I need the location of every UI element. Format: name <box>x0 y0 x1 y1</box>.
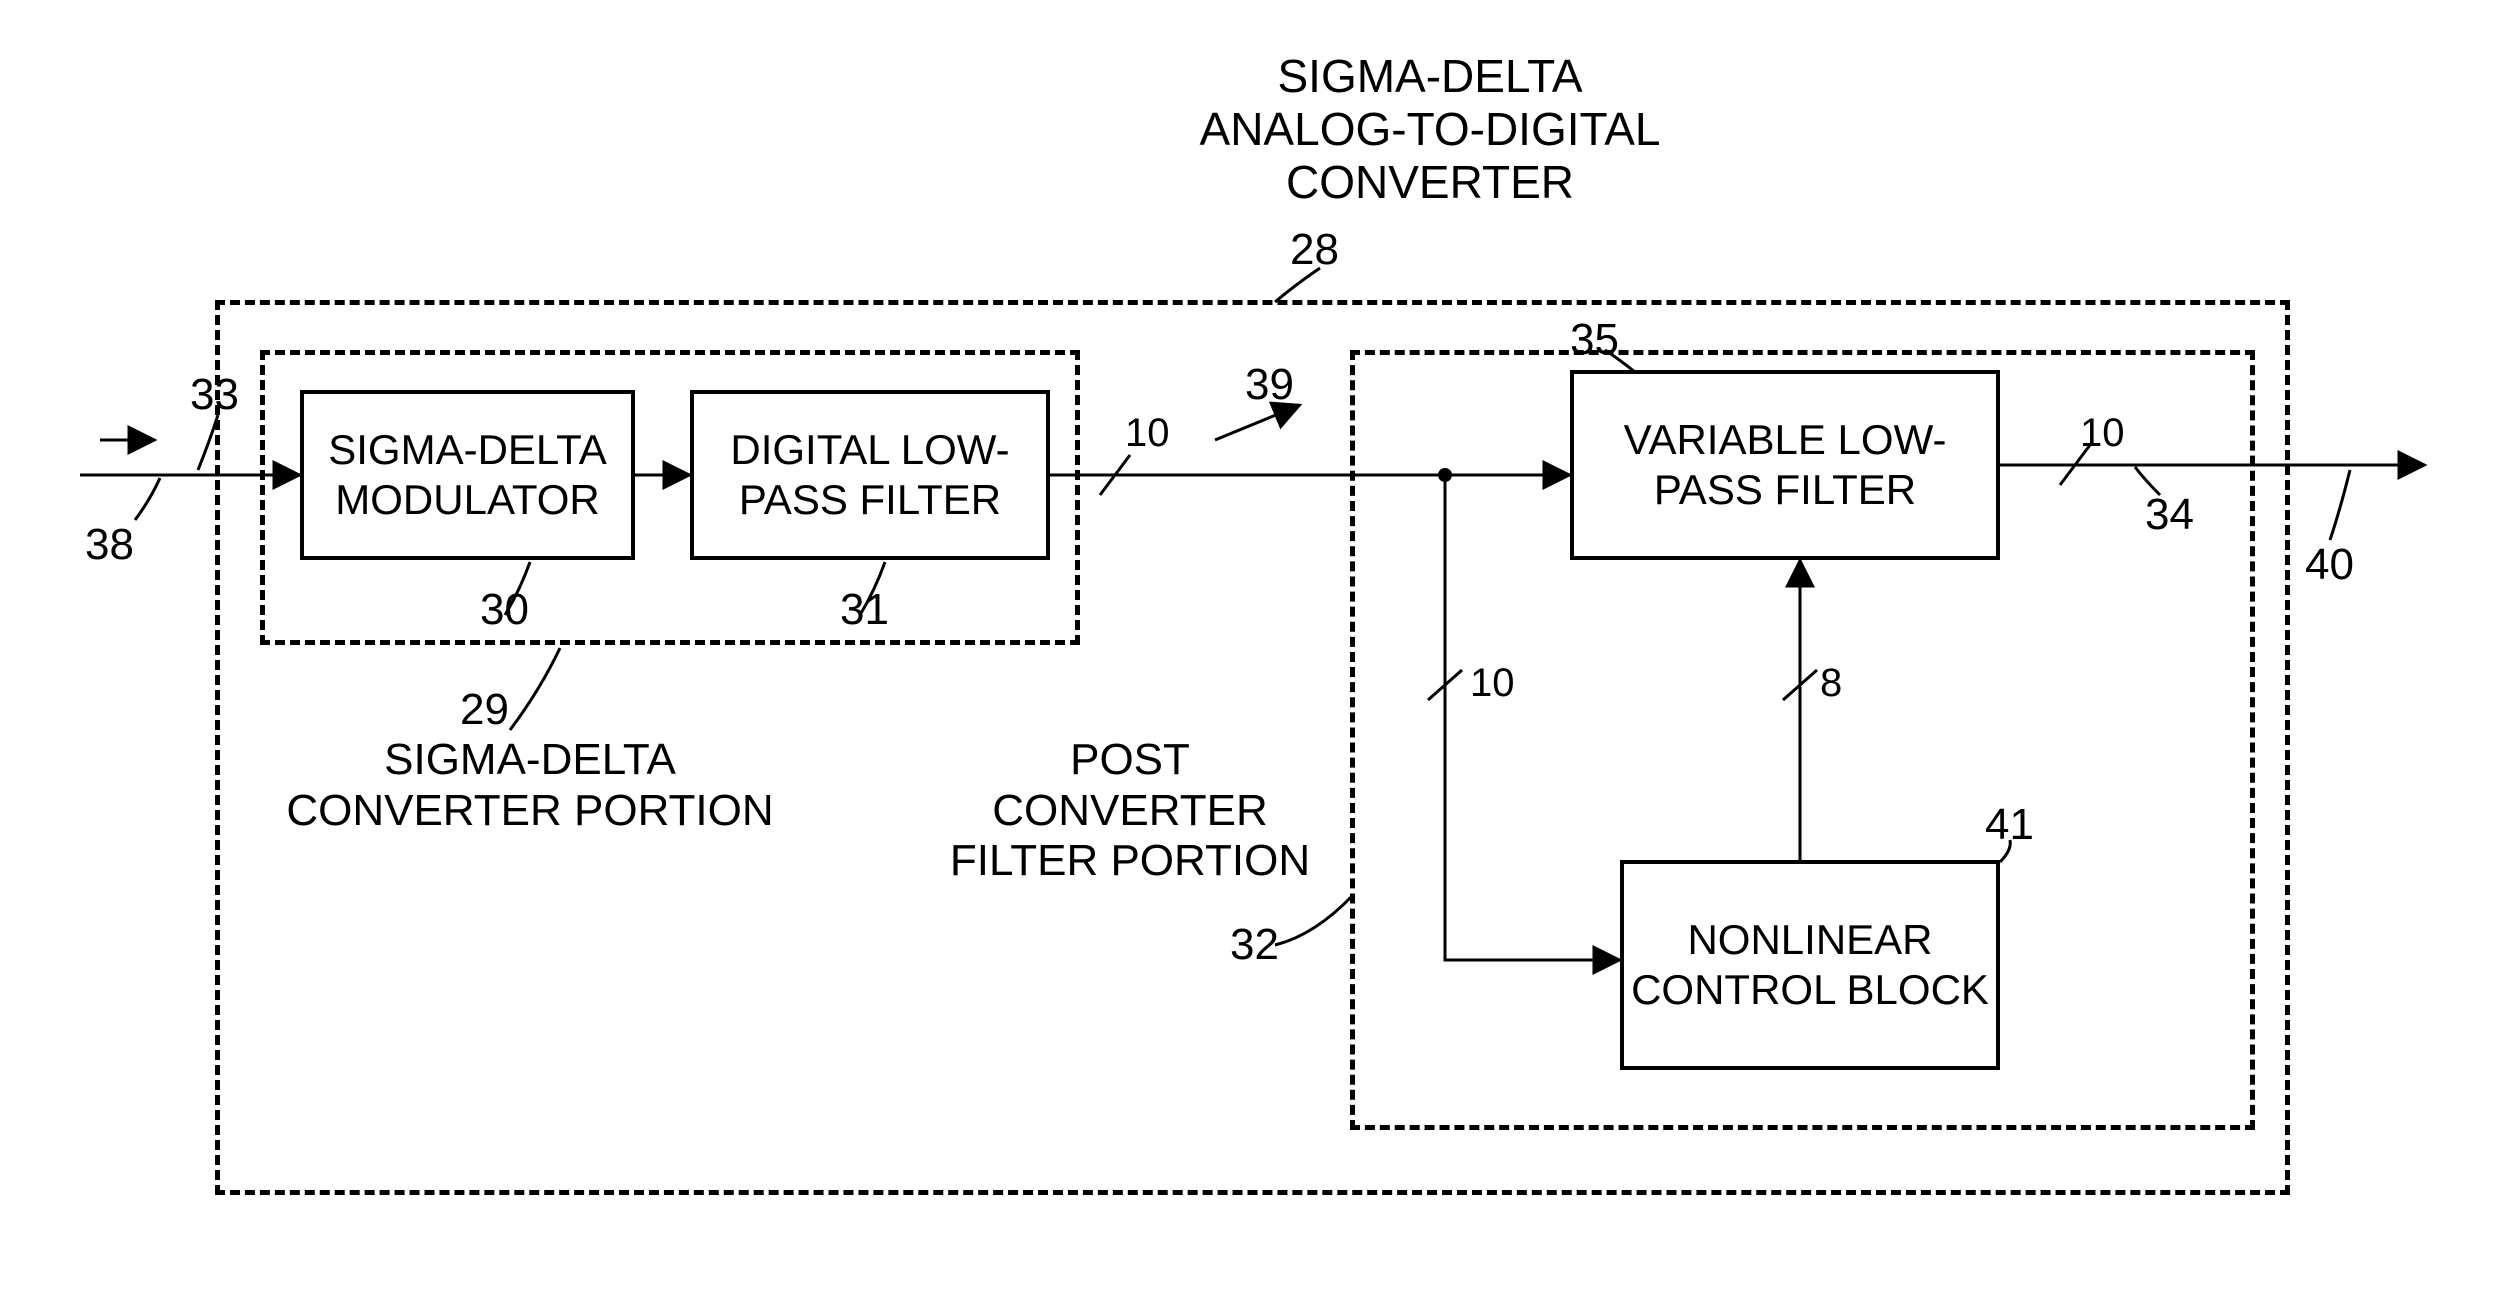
digital-low-pass-filter-block: DIGITAL LOW- PASS FILTER <box>690 390 1050 560</box>
bus-width-10-b: 10 <box>2080 410 2125 456</box>
ref-34: 34 <box>2145 490 2194 541</box>
bus-width-8: 8 <box>1820 660 1842 706</box>
ref-41: 41 <box>1985 800 2034 851</box>
nonlinear-control-block-label: NONLINEAR CONTROL BLOCK <box>1624 915 1996 1016</box>
variable-low-pass-filter-block: VARIABLE LOW- PASS FILTER <box>1570 370 2000 560</box>
ref-40: 40 <box>2305 540 2354 591</box>
ref-28: 28 <box>1290 225 1339 276</box>
bus-width-10-c: 10 <box>1470 660 1515 706</box>
ref-33: 33 <box>190 370 239 421</box>
ref-35: 35 <box>1570 315 1619 366</box>
digital-low-pass-filter-label: DIGITAL LOW- PASS FILTER <box>694 425 1046 526</box>
lead-40 <box>2330 470 2350 540</box>
post-filter-label: POST CONVERTER FILTER PORTION <box>930 735 1330 887</box>
variable-low-pass-filter-label: VARIABLE LOW- PASS FILTER <box>1574 415 1996 516</box>
ref-32: 32 <box>1230 920 1279 971</box>
ref-39: 39 <box>1245 360 1294 411</box>
sigma-delta-modulator-label: SIGMA-DELTA MODULATOR <box>304 425 631 526</box>
lead-38 <box>135 478 160 520</box>
sigma-portion-label: SIGMA-DELTA CONVERTER PORTION <box>270 735 790 836</box>
ref-30: 30 <box>480 585 529 636</box>
nonlinear-control-block: NONLINEAR CONTROL BLOCK <box>1620 860 2000 1070</box>
bus-width-10-a: 10 <box>1125 410 1170 456</box>
sigma-delta-modulator-block: SIGMA-DELTA MODULATOR <box>300 390 635 560</box>
ref-31: 31 <box>840 585 889 636</box>
diagram-canvas: SIGMA-DELTA ANALOG-TO-DIGITAL CONVERTER … <box>40 40 2479 1262</box>
ref-38: 38 <box>85 520 134 571</box>
diagram-title: SIGMA-DELTA ANALOG-TO-DIGITAL CONVERTER <box>1170 50 1690 209</box>
ref-29: 29 <box>460 685 509 736</box>
